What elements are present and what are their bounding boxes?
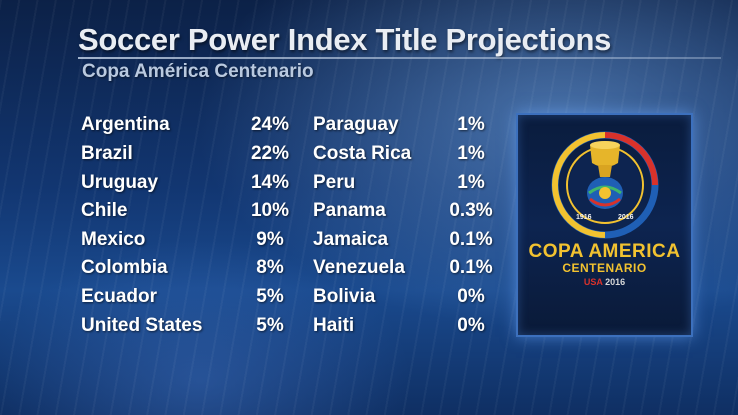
team-name: Haiti bbox=[313, 315, 355, 336]
team-percent: 0.3% bbox=[449, 200, 493, 221]
copa-america-logo-frame: 1916 2016 COPA AMERICA CENTENARIO USA 20… bbox=[516, 113, 693, 337]
team-name: Ecuador bbox=[81, 286, 158, 307]
team-name: Uruguay bbox=[81, 172, 159, 193]
team-name: Argentina bbox=[81, 114, 170, 135]
team-percent: 9% bbox=[256, 229, 284, 250]
logo-tagline: USA 2016 bbox=[518, 277, 691, 287]
team-percent: 0.1% bbox=[449, 229, 493, 250]
team-name: Peru bbox=[313, 172, 356, 193]
logo-ring-right-year: 2016 bbox=[618, 214, 634, 221]
team-percent: 5% bbox=[256, 315, 284, 336]
team-percent: 0.1% bbox=[449, 257, 493, 278]
logo-ring-left-year: 1916 bbox=[576, 214, 592, 221]
team-name: Costa Rica bbox=[313, 143, 412, 164]
team-name: Mexico bbox=[81, 229, 146, 250]
team-name: Colombia bbox=[81, 257, 168, 278]
team-percent: 8% bbox=[256, 257, 284, 278]
team-percent: 22% bbox=[250, 143, 290, 164]
team-name: United States bbox=[81, 315, 203, 336]
team-percent: 14% bbox=[250, 172, 290, 193]
team-name: Chile bbox=[81, 200, 128, 221]
logo-usa: USA bbox=[583, 277, 603, 287]
team-name: Venezuela bbox=[313, 257, 405, 278]
team-percent: 5% bbox=[256, 286, 284, 307]
team-percent: 0% bbox=[457, 315, 485, 336]
page-subtitle: Copa América Centenario bbox=[82, 61, 314, 82]
team-percent: 1% bbox=[457, 172, 485, 193]
copa-america-logo-icon bbox=[551, 131, 659, 239]
team-percent: 1% bbox=[457, 114, 485, 135]
logo-title: COPA AMERICA bbox=[528, 241, 681, 262]
team-percent: 1% bbox=[457, 143, 485, 164]
team-name: Brazil bbox=[81, 143, 133, 164]
title-divider bbox=[78, 57, 721, 59]
team-percent: 24% bbox=[250, 114, 290, 135]
team-percent: 10% bbox=[250, 200, 290, 221]
team-name: Paraguay bbox=[313, 114, 399, 135]
team-name: Jamaica bbox=[313, 229, 389, 250]
page-title: Soccer Power Index Title Projections bbox=[78, 22, 612, 57]
team-percent: 0% bbox=[457, 286, 485, 307]
logo-subtitle: CENTENARIO bbox=[562, 261, 647, 275]
team-name: Bolivia bbox=[313, 286, 376, 307]
logo-year: 2016 bbox=[605, 277, 626, 287]
team-name: Panama bbox=[313, 200, 386, 221]
